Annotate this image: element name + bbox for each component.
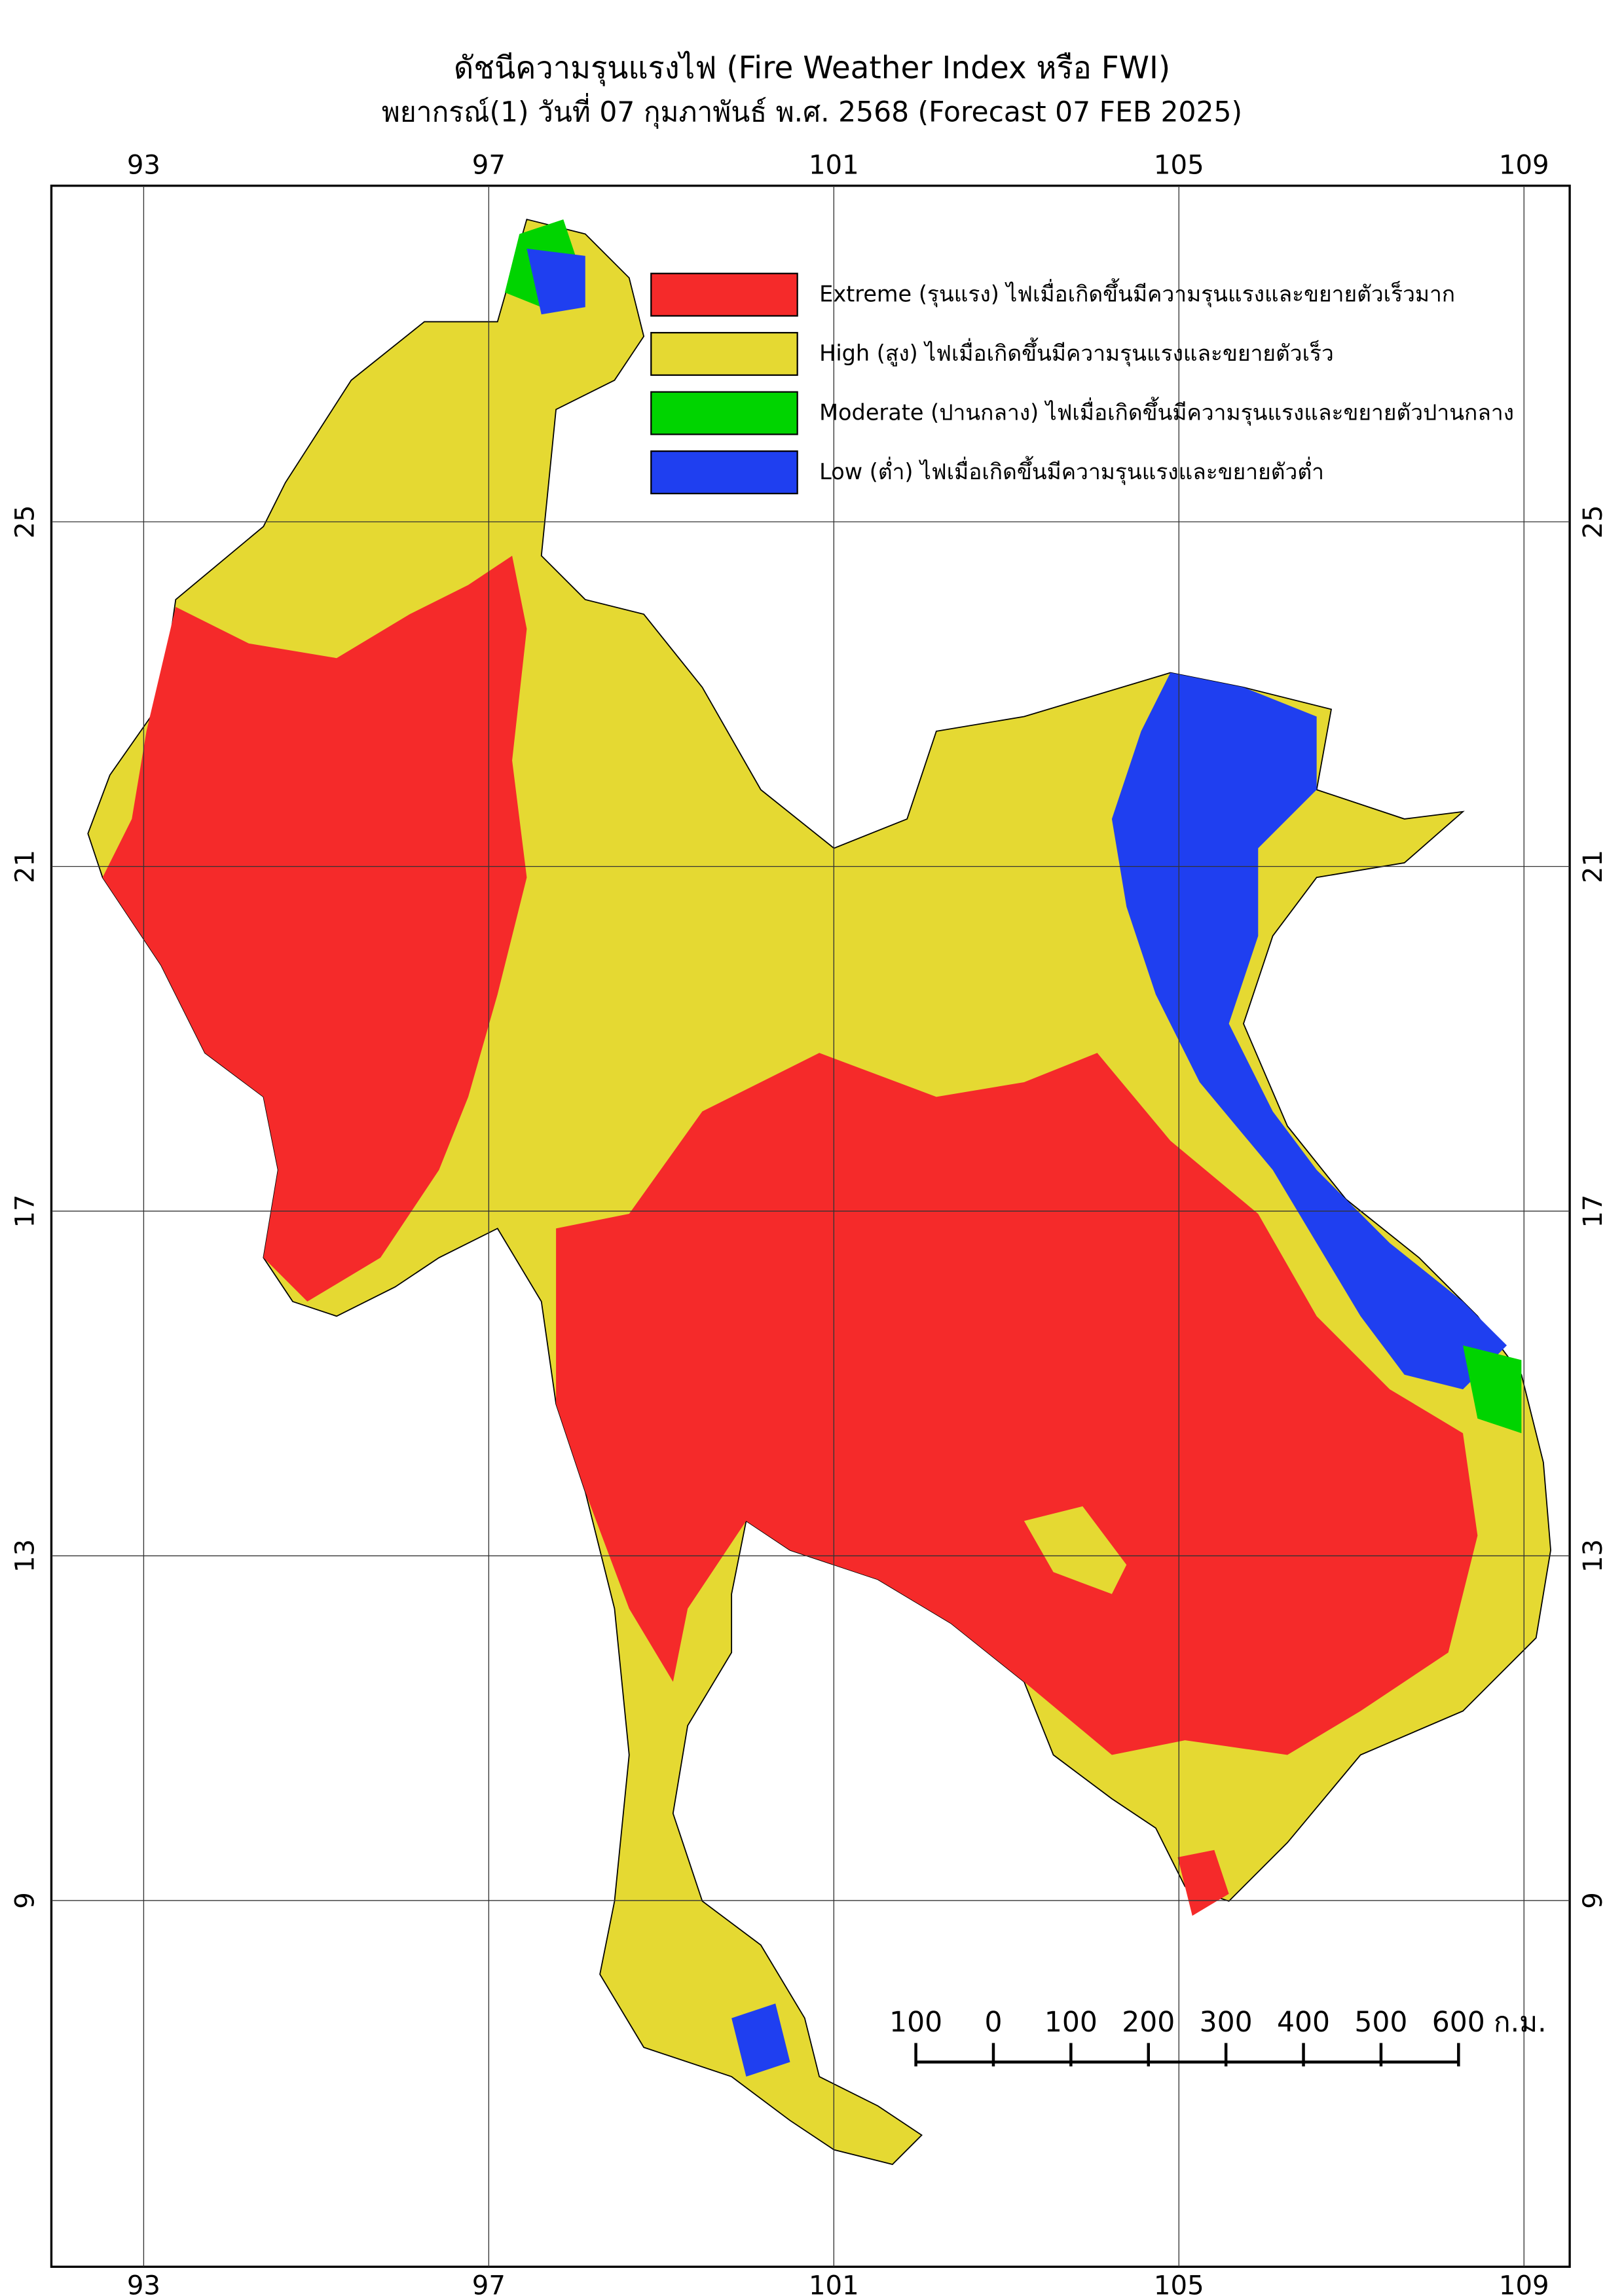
lat-label: 9 [1578, 1892, 1608, 1909]
legend-label: Low (ต่ำ) ไฟเมื่อเกิดขึ้นมีความรุนแรงและ… [819, 456, 1324, 485]
graticule: 93 93 97 97 101 101 105 105 109 109 25 25 21 21 17 17 13… [10, 151, 1608, 2296]
region-extreme [1177, 1850, 1229, 1916]
scale-bar: 100 0 100 200 300 400 500 600 ก.ม. [889, 2007, 1547, 2067]
lat-label: 25 [1578, 505, 1608, 538]
map-frame [50, 185, 1571, 2269]
region-high [1024, 1506, 1127, 1594]
region-moderate [1463, 1345, 1522, 1434]
lat-label: 21 [1578, 850, 1608, 883]
legend-swatch [650, 332, 798, 376]
lat-label: 17 [10, 1194, 40, 1228]
scale-label: 300 [1200, 2007, 1253, 2039]
region-low [526, 248, 585, 315]
lon-label: 97 [472, 2271, 506, 2296]
region-low [731, 2003, 790, 2077]
map-title: ดัชนีความรุนแรงไฟ (Fire Weather Index หร… [454, 50, 1170, 87]
lon-label: 109 [1499, 151, 1549, 181]
lon-label: 105 [1154, 151, 1204, 181]
lon-label: 97 [472, 151, 506, 181]
lat-label: 17 [1578, 1194, 1608, 1228]
scale-label: 0 [984, 2007, 1002, 2039]
lon-label: 101 [809, 2271, 859, 2296]
lon-label: 109 [1499, 2271, 1549, 2296]
legend-label: High (สูง) ไฟเมื่อเกิดขึ้นมีความรุนแรงแล… [819, 337, 1334, 367]
lat-label: 25 [10, 505, 40, 538]
scale-label: 500 [1354, 2007, 1407, 2039]
legend-swatch [650, 391, 798, 435]
lon-label: 101 [809, 151, 859, 181]
lon-label: 105 [1154, 2271, 1204, 2296]
legend-swatch [650, 272, 798, 317]
region-low [1111, 672, 1507, 1390]
scale-label: 200 [1122, 2007, 1175, 2039]
region-extreme [556, 1053, 1478, 1755]
scale-unit: ก.ม. [1494, 2007, 1547, 2039]
legend-swatch [650, 450, 798, 495]
legend-label: Moderate (ปานกลาง) ไฟเมื่อเกิดขึ้นมีความ… [819, 397, 1514, 426]
fwi-regions [87, 218, 1551, 2165]
lon-label: 93 [127, 2271, 160, 2296]
lat-label: 9 [10, 1892, 40, 1909]
lat-label: 13 [10, 1539, 40, 1573]
scale-label: 100 [1044, 2007, 1098, 2039]
lon-label: 93 [127, 151, 160, 181]
scale-label: 400 [1277, 2007, 1330, 2039]
region-extreme [102, 555, 527, 1302]
scale-label: 600 [1432, 2007, 1485, 2039]
lat-label: 21 [10, 850, 40, 883]
legend-label: Extreme (รุนแรง) ไฟเมื่อเกิดขึ้นมีความรุ… [819, 278, 1455, 308]
scale-label: 100 [889, 2007, 942, 2039]
lat-label: 13 [1578, 1539, 1608, 1573]
legend: Extreme (รุนแรง) ไฟเมื่อเกิดขึ้นมีความรุ… [650, 272, 1514, 495]
map-subtitle: พยากรณ์(1) วันที่ 07 กุมภาพันธ์ พ.ศ. 256… [382, 93, 1242, 130]
